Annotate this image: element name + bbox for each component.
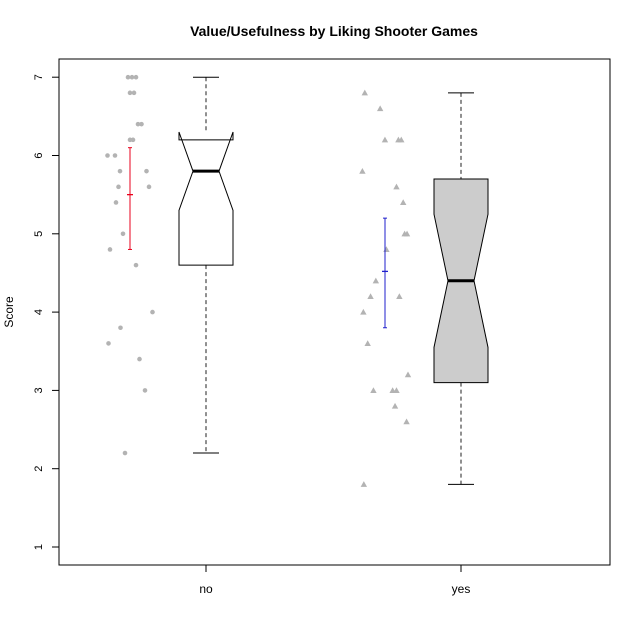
x-axis: no yes (199, 564, 471, 596)
data-point (361, 89, 368, 96)
data-point (403, 418, 410, 425)
data-point (391, 402, 399, 409)
x-tick-label: no (199, 582, 213, 596)
data-point (146, 184, 152, 190)
y-tick-label: 2 (33, 466, 45, 472)
data-point (133, 74, 139, 80)
data-point (105, 153, 110, 158)
data-point (403, 230, 411, 237)
data-point (400, 199, 407, 206)
data-point (118, 325, 123, 331)
data-point (127, 90, 133, 96)
data-point (393, 387, 400, 393)
box (178, 131, 234, 266)
y-tick-label: 4 (33, 309, 45, 315)
data-point (107, 247, 113, 252)
data-point (398, 136, 405, 143)
data-point (150, 309, 155, 315)
data-point (383, 246, 390, 253)
data-point (125, 74, 131, 80)
data-point (142, 388, 148, 393)
data-point (122, 450, 128, 456)
data-point (359, 167, 366, 174)
data-point (396, 293, 403, 299)
chart-title: Value/Usefulness by Liking Shooter Games (190, 23, 478, 39)
data-point (393, 183, 400, 190)
y-tick-label: 6 (33, 152, 45, 158)
y-tick-label: 3 (33, 387, 45, 393)
data-point (113, 200, 119, 205)
data-point (144, 168, 149, 174)
data-point (381, 136, 389, 143)
data-point (106, 341, 111, 346)
data-point (364, 340, 371, 346)
y-axis: 1 2 3 4 5 6 7 (33, 74, 60, 550)
data-point (133, 262, 139, 268)
data-point (117, 168, 123, 174)
group-no (105, 74, 234, 456)
plot-marks (105, 74, 489, 487)
data-point (130, 137, 136, 143)
group-yes (359, 89, 489, 487)
data-point (112, 153, 118, 158)
data-point (376, 105, 384, 112)
y-tick-label: 1 (33, 544, 45, 550)
data-point (360, 308, 367, 315)
data-point (131, 90, 137, 96)
data-point (135, 121, 141, 127)
data-point (367, 293, 374, 299)
data-point (372, 277, 380, 284)
data-point (129, 74, 135, 80)
data-point (370, 387, 377, 393)
data-point (137, 356, 142, 362)
data-point (116, 184, 121, 190)
x-tick-label: yes (452, 582, 471, 596)
data-point (139, 121, 144, 127)
y-tick-label: 7 (33, 74, 45, 80)
data-point (404, 371, 412, 378)
y-tick-label: 5 (33, 231, 45, 237)
data-point (120, 231, 126, 237)
y-axis-label: Score (2, 296, 16, 328)
data-point (360, 481, 368, 487)
plot-frame (58, 58, 611, 566)
